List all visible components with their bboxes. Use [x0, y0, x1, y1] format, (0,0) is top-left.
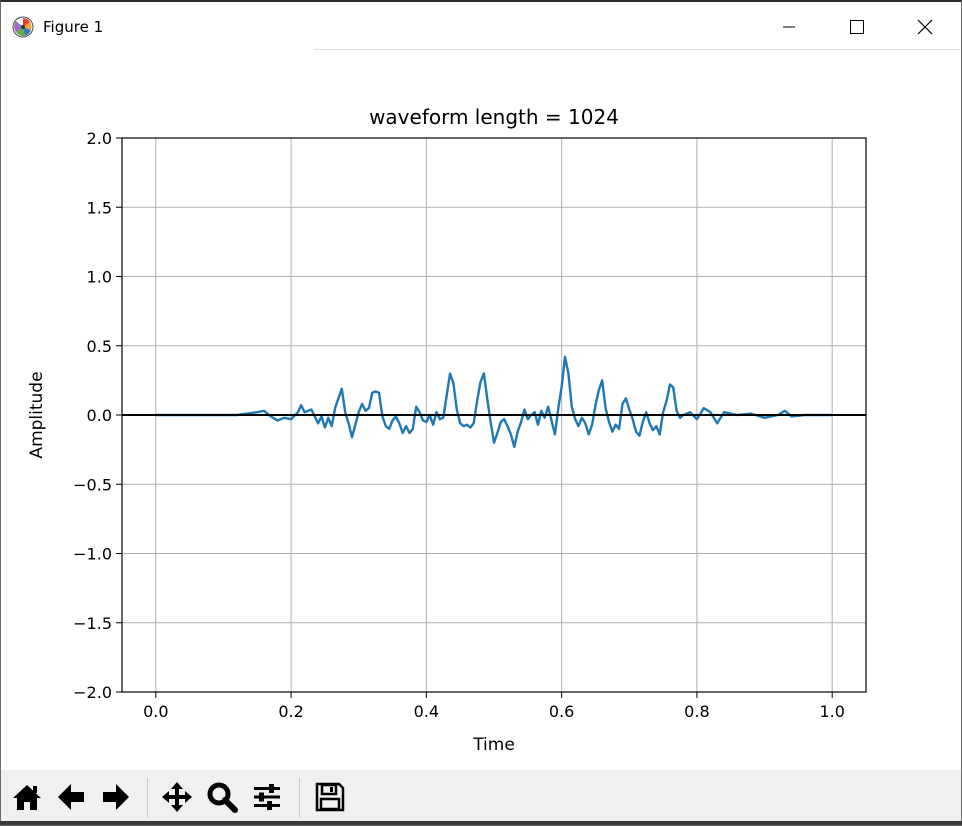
arrow-right-icon [103, 784, 129, 810]
minimize-button[interactable] [766, 2, 812, 50]
x-axis: 0.0 0.2 0.4 0.6 0.8 1.0 [143, 692, 845, 721]
save-button[interactable] [310, 776, 350, 818]
y-tick-label: 2.0 [87, 129, 112, 148]
arrow-left-icon [58, 784, 84, 810]
sliders-icon [254, 784, 280, 810]
y-tick-label: −1.5 [73, 614, 112, 633]
x-tick-label: 0.6 [549, 702, 574, 721]
x-tick-label: 1.0 [819, 702, 844, 721]
chart-title: waveform length = 1024 [369, 105, 619, 129]
waveform-line [155, 355, 833, 449]
minimize-icon [783, 26, 795, 28]
x-tick-label: 0.0 [143, 702, 168, 721]
forward-button[interactable] [96, 776, 136, 818]
maximize-button[interactable] [833, 2, 879, 50]
home-button[interactable] [7, 776, 47, 818]
series-lines [122, 355, 866, 449]
move-icon [162, 782, 192, 812]
matplotlib-logo-icon [12, 16, 34, 38]
floppy-disk-icon [315, 782, 345, 812]
x-tick-label: 0.8 [684, 702, 709, 721]
pan-button[interactable] [157, 776, 197, 818]
window-title: Figure 1 [43, 18, 104, 36]
y-tick-label: −0.5 [73, 475, 112, 494]
y-tick-label: 1.0 [87, 268, 112, 287]
configure-subplots-button[interactable] [247, 776, 287, 818]
y-tick-label: 0.0 [87, 406, 112, 425]
x-axis-label: Time [472, 735, 515, 755]
y-axis: 2.0 1.5 1.0 0.5 0.0 −0.5 −1.0 −1.5 −2.0 [73, 129, 122, 702]
x-tick-label: 0.2 [278, 702, 303, 721]
close-button[interactable] [901, 2, 947, 50]
toolbar-separator [299, 778, 300, 818]
home-icon [13, 785, 41, 810]
maximize-icon [850, 20, 864, 34]
navigation-toolbar [1, 770, 961, 825]
back-button[interactable] [51, 776, 91, 818]
zoom-button[interactable] [202, 776, 242, 818]
title-bar[interactable]: Figure 1 [1, 2, 961, 50]
plot-canvas[interactable]: 2.01.51.00.50.0−0.5−1.0−1.5−2.0 0.0 0.2 0.… [1, 50, 961, 770]
close-icon [917, 19, 933, 35]
y-tick-label: 1.5 [87, 198, 112, 217]
y-tick-label: 0.5 [87, 337, 112, 356]
y-tick-label: −1.0 [73, 545, 112, 564]
title-separator [314, 49, 961, 50]
magnifier-icon [207, 782, 238, 813]
y-axis-label: Amplitude [27, 371, 47, 458]
y-tick-label: −2.0 [73, 683, 112, 702]
x-tick-label: 0.4 [414, 702, 439, 721]
toolbar-separator [147, 778, 148, 818]
window-bottom-edge [0, 821, 962, 825]
